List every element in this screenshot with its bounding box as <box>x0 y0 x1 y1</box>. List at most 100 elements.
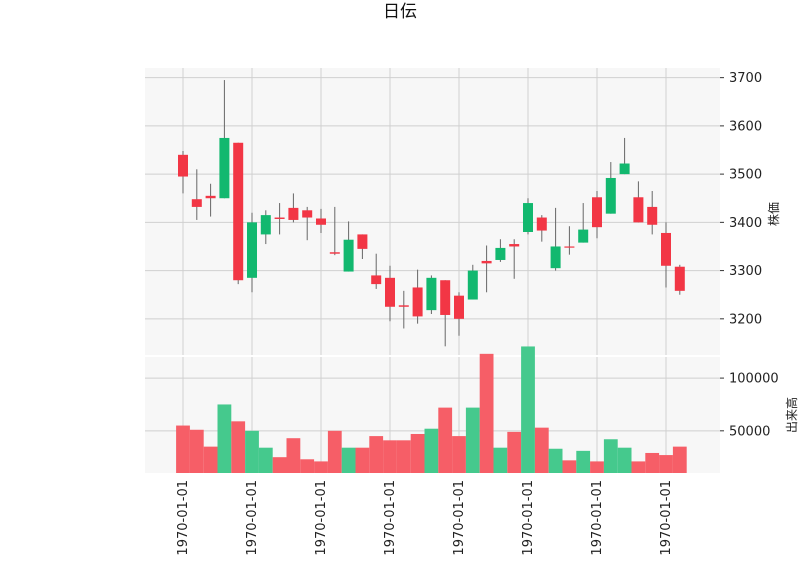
price-tick-label: 3600 <box>729 119 762 134</box>
volume-bar <box>203 446 218 473</box>
candles <box>178 80 685 347</box>
candle-body <box>302 210 313 218</box>
candle-body <box>247 222 257 278</box>
candle <box>385 265 395 322</box>
candle <box>523 198 533 235</box>
candle <box>592 191 602 239</box>
candle-body <box>412 287 423 317</box>
x-tick-label: 1970-01-01 <box>176 480 191 556</box>
candle <box>467 264 478 300</box>
candle-body <box>550 246 561 269</box>
volume-bar <box>521 346 535 473</box>
candle <box>564 226 575 255</box>
candle <box>605 162 616 214</box>
volume-bar <box>410 433 425 473</box>
volume-bar <box>672 446 687 473</box>
volume-bar <box>355 447 370 473</box>
candle-body <box>619 163 630 175</box>
candle-body <box>454 295 464 319</box>
candle <box>219 80 230 199</box>
chart-title: 日伝 <box>383 2 417 22</box>
volume-bar <box>369 436 384 473</box>
price-tick-label: 3300 <box>729 264 762 279</box>
candle-body <box>233 142 244 281</box>
candle <box>550 207 561 271</box>
x-tick-label: 1970-01-01 <box>245 480 260 556</box>
x-tick-label: 1970-01-01 <box>659 480 674 556</box>
volume-bars <box>176 346 687 473</box>
candle <box>205 183 216 217</box>
candle <box>536 215 547 242</box>
candle-body <box>467 270 478 300</box>
volume-bar <box>272 457 287 473</box>
volume-bar <box>645 452 660 473</box>
candle <box>481 245 492 293</box>
volume-bar <box>231 421 246 473</box>
candle-body <box>205 195 216 199</box>
candle-body <box>536 217 547 231</box>
candle <box>329 206 340 256</box>
candle-body <box>674 266 685 291</box>
candle <box>398 290 409 329</box>
candle-body <box>605 177 616 214</box>
volume-bar <box>548 448 563 473</box>
candle <box>661 222 671 288</box>
candle-body <box>357 234 368 249</box>
candle-body <box>633 197 644 223</box>
candle <box>260 210 271 245</box>
volume-tick-label: 50000 <box>729 424 770 439</box>
candle-body <box>440 280 451 315</box>
volume-bar <box>438 407 453 473</box>
candle <box>178 150 188 194</box>
candle-body <box>592 197 602 228</box>
candle <box>412 269 423 324</box>
candle-body <box>178 154 188 177</box>
volume-bar <box>493 447 508 473</box>
candle <box>274 203 285 235</box>
candle-body <box>647 206 658 225</box>
candle-body <box>219 137 230 199</box>
volume-bar <box>245 430 259 473</box>
volume-bar <box>562 460 577 473</box>
candle <box>343 221 354 272</box>
volume-bar <box>314 461 328 473</box>
candle-body <box>509 244 520 247</box>
candle-body <box>578 229 589 243</box>
volume-bar <box>465 407 480 473</box>
volume-bar <box>176 425 190 473</box>
candle-body <box>274 217 285 219</box>
volume-bar <box>603 439 618 473</box>
volume-bar <box>327 430 342 473</box>
candle <box>302 206 313 241</box>
candle-body <box>260 215 271 235</box>
price-tick-label: 3700 <box>729 71 762 86</box>
candle <box>371 253 382 289</box>
candle <box>357 234 368 260</box>
candle <box>288 193 299 223</box>
x-tick-label: 1970-01-01 <box>521 480 536 556</box>
candle <box>426 275 437 314</box>
volume-bar <box>383 440 397 473</box>
candle-body <box>495 247 506 260</box>
candle-body <box>398 305 409 307</box>
volume-bar <box>452 436 466 473</box>
candle-body <box>343 239 354 272</box>
candle-body <box>191 199 202 207</box>
volume-axis-label: 出来高 <box>784 397 799 433</box>
price-tick-label: 3400 <box>729 216 762 231</box>
volume-bar <box>217 404 232 473</box>
candle-body <box>385 277 395 307</box>
candle <box>316 208 326 233</box>
volume-bar <box>507 431 522 473</box>
candle-body <box>371 275 382 285</box>
x-tick-label: 1970-01-01 <box>383 480 398 556</box>
candle-body <box>288 207 299 220</box>
candle-body <box>661 232 671 266</box>
candle-body <box>426 277 437 311</box>
volume-bar <box>396 440 411 473</box>
candle <box>633 181 644 223</box>
candle <box>619 137 630 175</box>
candle-body <box>329 252 340 254</box>
price-axis-label: 株価 <box>766 202 781 226</box>
